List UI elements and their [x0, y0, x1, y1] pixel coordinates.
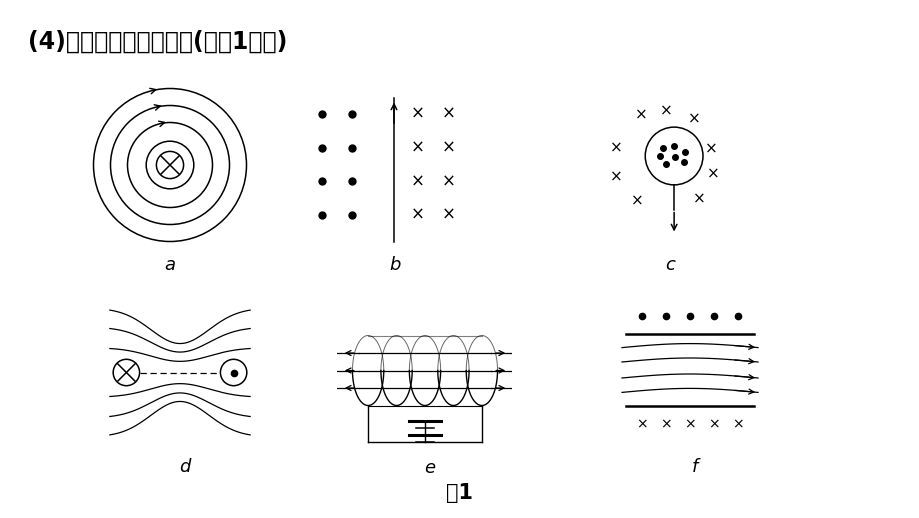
Text: ×: × — [441, 105, 455, 123]
Text: e: e — [424, 459, 435, 477]
Text: ×: × — [411, 105, 425, 123]
Text: 图1: 图1 — [446, 483, 473, 503]
Text: (4)电流周围磁场的分布(如图1所示): (4)电流周围磁场的分布(如图1所示) — [28, 30, 287, 54]
Text: ×: × — [684, 418, 695, 431]
Text: ×: × — [636, 418, 647, 431]
Text: ×: × — [660, 418, 671, 431]
Text: d: d — [179, 458, 190, 476]
Text: ×: × — [732, 418, 743, 431]
Text: c: c — [664, 256, 675, 274]
Text: ×: × — [609, 140, 622, 155]
Text: ×: × — [708, 418, 719, 431]
Text: f: f — [691, 458, 698, 476]
Text: a: a — [165, 256, 176, 274]
Text: ×: × — [411, 172, 425, 190]
Text: ×: × — [692, 191, 705, 206]
Text: ×: × — [411, 139, 425, 156]
Text: ×: × — [706, 167, 719, 182]
Text: ×: × — [411, 206, 425, 224]
Text: ×: × — [687, 111, 700, 126]
Text: ×: × — [634, 107, 647, 122]
Text: b: b — [389, 256, 401, 274]
Text: ×: × — [659, 103, 672, 118]
Text: ×: × — [441, 206, 455, 224]
Text: ×: × — [441, 172, 455, 190]
Text: ×: × — [609, 169, 622, 184]
Text: ×: × — [441, 139, 455, 156]
Text: ×: × — [704, 142, 717, 157]
Text: ×: × — [630, 194, 642, 209]
